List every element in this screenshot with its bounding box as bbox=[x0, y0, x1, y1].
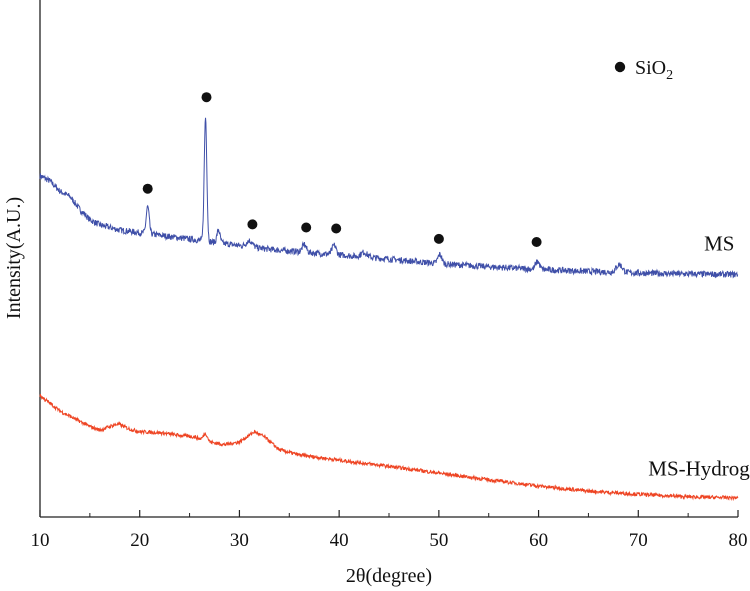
series-layer bbox=[39, 117, 739, 502]
sio2-peak-marker bbox=[301, 222, 312, 233]
x-tick-label: 40 bbox=[330, 530, 349, 551]
y-axis-title: Intensity(A.U.) bbox=[3, 197, 25, 319]
series-line-ms-hydrogel bbox=[39, 394, 739, 502]
sio2-peak-marker bbox=[201, 92, 212, 103]
sio2-peak-marker bbox=[433, 233, 444, 244]
series-label-ms: MS bbox=[704, 232, 734, 256]
x-axis-title: 2θ(degree) bbox=[346, 565, 432, 587]
sio2-peak-marker bbox=[531, 237, 542, 247]
x-tick-label: 30 bbox=[230, 530, 249, 551]
sio2-peak-marker bbox=[247, 219, 258, 230]
plot-frame bbox=[39, 0, 738, 518]
series-label-ms-hydrogel: MS-Hydrogel bbox=[648, 457, 750, 481]
series-line-ms bbox=[39, 117, 739, 279]
legend-label-sub: 2 bbox=[666, 68, 673, 83]
x-tick-label: 70 bbox=[629, 530, 648, 551]
legend-label-main: SiO bbox=[635, 57, 666, 79]
legend-label: SiO2 bbox=[635, 57, 673, 83]
x-tick-label: 10 bbox=[31, 530, 50, 551]
series-label-layer: MS MS-Hydrogel bbox=[648, 232, 750, 481]
sio2-marker-layer bbox=[142, 92, 542, 247]
x-tick-layer: 10 20 30 40 50 60 70 80 bbox=[31, 510, 748, 551]
sio2-peak-marker bbox=[331, 223, 342, 234]
x-tick-label: 60 bbox=[529, 530, 548, 551]
sio2-peak-marker bbox=[142, 183, 153, 194]
x-tick-label: 80 bbox=[729, 530, 748, 551]
x-tick-label: 50 bbox=[429, 530, 448, 551]
x-tick-label: 20 bbox=[130, 530, 149, 551]
legend-marker bbox=[614, 61, 626, 73]
legend: SiO2 bbox=[614, 57, 673, 83]
